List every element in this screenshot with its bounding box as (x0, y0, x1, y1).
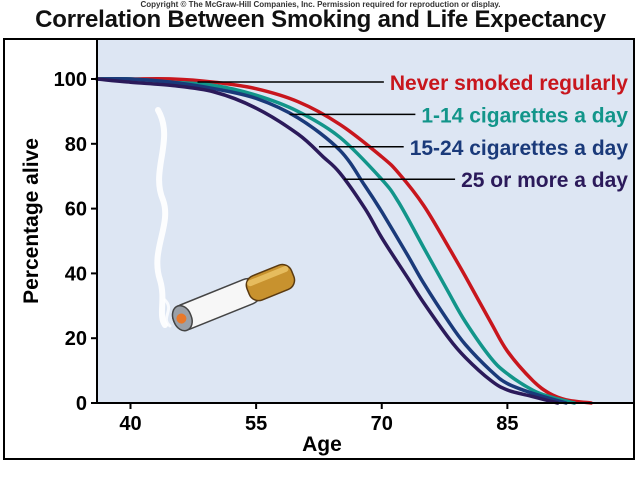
y-tick-label: 40 (65, 263, 87, 285)
series-label-2: 1-14 cigarettes a day (421, 104, 628, 127)
series-label-4: 25 or more a day (461, 169, 628, 192)
series-labels: Never smoked regularly 1-14 cigarettes a … (390, 72, 628, 192)
y-tick-label: 0 (76, 393, 87, 415)
x-tick-label: 85 (496, 413, 518, 435)
x-axis-label: Age (302, 433, 342, 456)
y-tick-label: 100 (54, 69, 87, 91)
y-tick-label: 80 (65, 134, 87, 156)
plot-background (97, 40, 633, 403)
y-tick-label: 20 (65, 328, 87, 350)
chart-title: Correlation Between Smoking and Life Exp… (35, 6, 606, 33)
x-tick-label: 40 (119, 413, 141, 435)
x-tick-label: 70 (371, 413, 393, 435)
series-label-1: Never smoked regularly (390, 72, 628, 95)
y-axis-label: Percentage alive (20, 138, 43, 304)
series-line-4 (95, 77, 560, 405)
smoke-wisp-icon (163, 298, 172, 328)
cigarette-icon (171, 263, 296, 332)
x-tick-label: 55 (245, 413, 267, 435)
smoke-icon (154, 107, 169, 328)
cigarette-illustration (154, 107, 296, 332)
series-line-2 (95, 77, 577, 405)
leader-layer (197, 81, 456, 180)
axes: 0 20 40 60 80 100 40 55 70 85 Age Percentage alive (20, 40, 633, 456)
series-label-3: 15-24 cigarettes a day (410, 137, 629, 160)
y-tick-label: 60 (65, 199, 87, 221)
series-layer (95, 77, 593, 405)
copyright-notice: Copyright © The McGraw-Hill Companies, I… (140, 0, 501, 9)
series-line-3 (95, 77, 568, 405)
chart-frame (3, 38, 635, 460)
